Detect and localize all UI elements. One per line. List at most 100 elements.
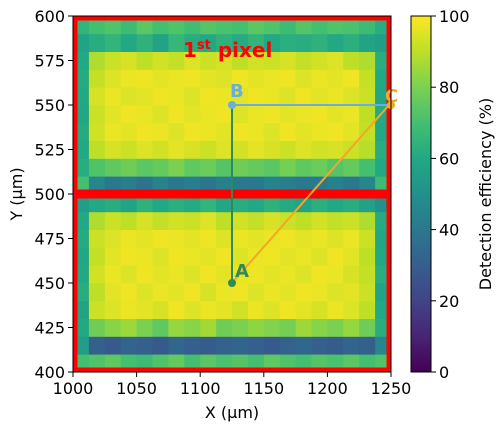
heatmap-cell: [247, 336, 265, 355]
heatmap-cell: [152, 300, 169, 319]
heatmap-cell: [311, 51, 328, 70]
pixel-label-number: 1: [183, 38, 197, 62]
heatmap-cell: [343, 265, 360, 284]
heatmap-cell: [168, 300, 185, 319]
heatmap-cell: [279, 51, 296, 70]
heatmap-cell: [295, 211, 312, 230]
heatmap-cell: [168, 69, 185, 88]
heatmap-cell: [232, 122, 249, 141]
heatmap-cell: [136, 283, 153, 302]
heatmap-cell: [136, 265, 153, 284]
y-tick-label: 500: [34, 185, 65, 204]
heatmap-cell: [120, 265, 137, 284]
heatmap-cell: [200, 140, 217, 159]
colorbar-tick-label: 0: [439, 363, 449, 382]
heatmap-cell: [279, 265, 296, 284]
heatmap-cell: [247, 229, 265, 248]
heatmap-cell: [216, 247, 233, 266]
heatmap-cell: [232, 87, 249, 106]
heatmap-cell: [279, 194, 296, 213]
heatmap-cell: [263, 69, 281, 88]
heatmap-cell: [88, 105, 106, 124]
heatmap-cell: [88, 194, 106, 213]
heatmap-cell: [263, 33, 281, 52]
heatmap-cell: [136, 229, 153, 248]
heatmap-cell: [200, 122, 217, 141]
colorbar-tick-label: 80: [439, 78, 459, 97]
heatmap-cell: [152, 194, 169, 213]
heatmap-cell: [152, 283, 169, 302]
heatmap-cell: [152, 247, 169, 266]
y-tick-label: 575: [34, 52, 65, 71]
heatmap-cell: [88, 211, 106, 230]
heatmap-cell: [311, 105, 328, 124]
heatmap-cell: [88, 247, 106, 266]
path-annotations: A B C: [228, 81, 398, 287]
heatmap-cell: [343, 229, 360, 248]
heatmap-cell: [136, 87, 153, 106]
heatmap-cell: [216, 140, 233, 159]
heatmap-cell: [295, 283, 312, 302]
heatmap-cell: [263, 247, 281, 266]
heatmap-cell: [295, 51, 312, 70]
heatmap-cell: [104, 211, 122, 230]
heatmap-cell: [279, 69, 296, 88]
heatmap-cell: [343, 51, 360, 70]
heatmap-cell: [232, 158, 249, 177]
heatmap-cell: [359, 194, 376, 213]
heatmap-cell: [247, 158, 265, 177]
heatmap-cell: [279, 300, 296, 319]
heatmap-cell: [200, 194, 217, 213]
heatmap-cell: [216, 69, 233, 88]
heatmap-cell: [343, 105, 360, 124]
heatmap-cell: [216, 336, 233, 355]
heatmap-cell: [184, 194, 201, 213]
heatmap-cell: [88, 265, 106, 284]
heatmap-cell: [152, 69, 169, 88]
heatmap-cell: [184, 87, 201, 106]
heatmap-cell: [200, 229, 217, 248]
y-tick-label: 425: [34, 319, 65, 338]
x-tick-label: 1100: [180, 379, 221, 398]
heatmap-cell: [343, 211, 360, 230]
heatmap-cell: [327, 336, 344, 355]
colorbar-tick-label: 40: [439, 221, 459, 240]
heatmap-cell: [168, 158, 185, 177]
heatmap-cell: [136, 318, 153, 337]
heatmap-cell: [295, 16, 312, 35]
heatmap-cell: [184, 229, 201, 248]
heatmap-cell: [200, 247, 217, 266]
heatmap-cell: [311, 265, 328, 284]
y-tick-label: 475: [34, 230, 65, 249]
heatmap-cell: [247, 16, 265, 35]
heatmap-cell: [359, 122, 376, 141]
heatmap-cell: [343, 336, 360, 355]
heatmap-cell: [311, 16, 328, 35]
heatmap-cell: [232, 33, 249, 52]
heatmap-cell: [168, 229, 185, 248]
heatmap-cell: [216, 211, 233, 230]
heatmap-cell: [359, 140, 376, 159]
heatmap-cell: [168, 87, 185, 106]
heatmap-cell: [104, 283, 122, 302]
heatmap-cell: [120, 158, 137, 177]
heatmap-cell: [232, 229, 249, 248]
heatmap-cell: [88, 87, 106, 106]
heatmap-cell: [104, 194, 122, 213]
heatmap-cell: [152, 87, 169, 106]
y-tick-label: 600: [34, 7, 65, 26]
heatmap-cell: [104, 336, 122, 355]
heatmap-cell: [184, 318, 201, 337]
heatmap-cell: [247, 283, 265, 302]
y-axis-label: Y (μm): [7, 167, 26, 221]
heatmap-cell: [311, 336, 328, 355]
colorbar-tick-label: 60: [439, 149, 459, 168]
heatmap-cell: [327, 16, 344, 35]
heatmap-cell: [279, 336, 296, 355]
heatmap-cell: [327, 158, 344, 177]
heatmap-cell: [263, 140, 281, 159]
heatmap-cell: [359, 318, 376, 337]
heatmap-cell: [327, 33, 344, 52]
heatmap-cell: [279, 229, 296, 248]
x-tick-label: 1050: [116, 379, 157, 398]
